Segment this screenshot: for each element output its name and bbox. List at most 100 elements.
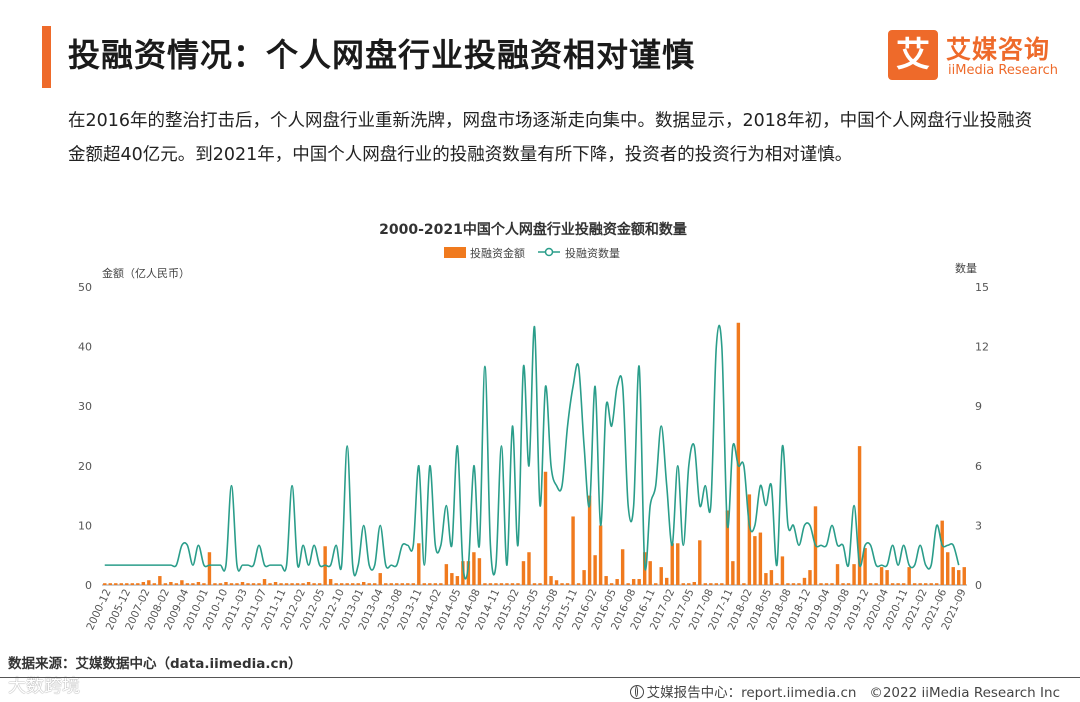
amount-bar: [306, 582, 311, 585]
amount-bar: [543, 471, 548, 585]
amount-bar: [301, 583, 305, 585]
count-line: [104, 324, 960, 580]
amount-bar: [273, 582, 278, 585]
legend-line-marker: [544, 247, 554, 257]
title-accent-bar: [42, 26, 51, 88]
legend-count-label: 投融资数量: [565, 246, 620, 260]
amount-bar: [125, 583, 129, 585]
amount-bar: [262, 579, 267, 585]
amount-bar: [119, 583, 123, 585]
amount-bar: [742, 583, 746, 585]
amount-bar: [775, 583, 779, 585]
x-axis-labels: 2000-122005-122007-022008-022009-042010-…: [84, 587, 968, 632]
logo-mark: 艾: [888, 30, 938, 80]
amount-bar: [461, 561, 465, 585]
amount-bar: [516, 583, 520, 585]
amount-bar: [395, 583, 399, 585]
data-source: 数据来源：艾媒数据中心（data.iimedia.cn）: [8, 656, 302, 672]
legend-amount-label: 投融资金额: [470, 246, 525, 260]
y-axis-right-title: 数量: [955, 262, 977, 275]
amount-bar: [890, 583, 895, 585]
amount-bar: [802, 577, 807, 585]
chart-legend: 投融资金额 投融资数量: [444, 246, 620, 260]
y-tick-left-label: 50: [78, 281, 92, 294]
amount-bar: [731, 561, 735, 585]
amount-bar: [417, 543, 421, 585]
amount-bar: [295, 583, 300, 585]
amount-bar: [692, 582, 696, 585]
amount-bar: [350, 583, 355, 585]
amount-bar: [560, 583, 564, 585]
amount-bar: [411, 583, 415, 585]
amount-bar: [108, 583, 112, 585]
amount-bar: [753, 536, 757, 585]
amount-bar: [362, 582, 366, 585]
amount-bar: [103, 583, 107, 585]
amount-bar: [819, 583, 823, 585]
amount-bar: [268, 583, 272, 585]
legend-bar-swatch: [444, 247, 466, 258]
amount-bar: [758, 532, 763, 585]
y-axis-left: 0 10 20 30 40 50: [78, 281, 92, 592]
amount-bar: [444, 564, 449, 585]
amount-bar: [835, 564, 840, 585]
amount-bar: [229, 583, 234, 585]
amount-bar: [791, 583, 796, 585]
amount-bar: [687, 583, 691, 585]
amount-bar: [136, 583, 140, 585]
amount-bar: [400, 583, 404, 585]
globe-icon: [629, 685, 644, 699]
amount-bar: [786, 583, 790, 585]
amount-bar: [389, 583, 393, 585]
y-tick-right-label: 12: [975, 341, 989, 354]
amount-bar: [725, 510, 730, 585]
amount-bar: [483, 583, 487, 585]
amount-bar: [946, 552, 950, 585]
amount-bar: [929, 583, 933, 585]
amount-bar: [235, 583, 239, 585]
amount-bar: [709, 583, 713, 585]
amount-bar: [857, 446, 862, 585]
amount-bar: [620, 549, 625, 585]
amount-bar: [665, 577, 669, 585]
amount-bar: [901, 583, 906, 585]
amount-bar: [549, 576, 553, 585]
amount-bar: [582, 570, 586, 585]
amount-bar: [477, 558, 482, 585]
amount-bar: [934, 583, 939, 585]
y-tick-right-label: 9: [975, 400, 982, 413]
amount-bar: [879, 567, 884, 585]
amount-bar: [538, 583, 542, 585]
amount-bar: [472, 552, 476, 585]
amount-bar: [615, 579, 619, 585]
amount-bar: [433, 583, 438, 585]
amount-bar: [180, 580, 184, 585]
amount-bar: [868, 583, 873, 585]
amount-bar: [841, 583, 845, 585]
amount-bar: [797, 583, 801, 585]
amount-bar: [951, 567, 955, 585]
amount-bar: [593, 555, 597, 585]
footer-divider: [0, 677, 1080, 678]
footer-copyright: ©2022 iiMedia Research Inc: [869, 685, 1060, 701]
amount-bar: [169, 582, 173, 585]
amount-bar: [141, 582, 146, 585]
amount-bar: [279, 583, 283, 585]
amount-bar: [240, 582, 245, 585]
amount-bar: [114, 583, 118, 585]
amount-bar: [576, 583, 581, 585]
amount-bar: [290, 583, 294, 585]
amount-bar: [609, 583, 614, 585]
amount-bar: [764, 573, 768, 585]
amount-bar: [406, 583, 410, 585]
amount-bars: [103, 322, 966, 585]
y-tick-left-label: 0: [85, 579, 92, 592]
amount-bar: [747, 494, 752, 585]
chart-title: 2000-2021中国个人网盘行业投融资金额和数量: [379, 221, 687, 238]
logo-name-cn: 艾媒咨询: [946, 35, 1051, 64]
y-tick-right-label: 15: [975, 281, 989, 294]
amount-bar: [769, 570, 774, 585]
amount-bar: [356, 583, 360, 585]
amount-bar: [328, 579, 333, 585]
amount-bar: [422, 583, 427, 585]
